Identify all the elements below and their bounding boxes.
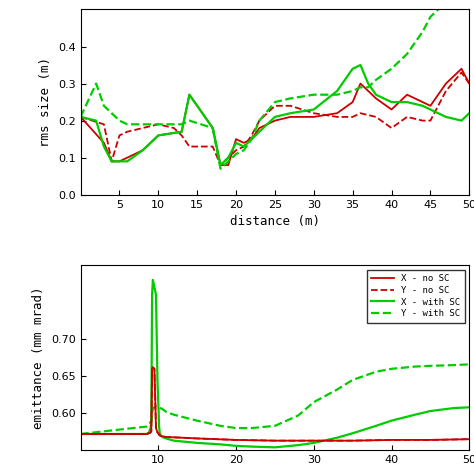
Y-axis label: rms size (m): rms size (m) — [39, 57, 53, 147]
X-axis label: distance (m): distance (m) — [230, 215, 320, 228]
Legend: X - no SC, Y - no SC, X - with SC, Y - with SC: X - no SC, Y - no SC, X - with SC, Y - w… — [367, 270, 465, 323]
Y-axis label: emittance (mm mrad): emittance (mm mrad) — [32, 286, 46, 429]
